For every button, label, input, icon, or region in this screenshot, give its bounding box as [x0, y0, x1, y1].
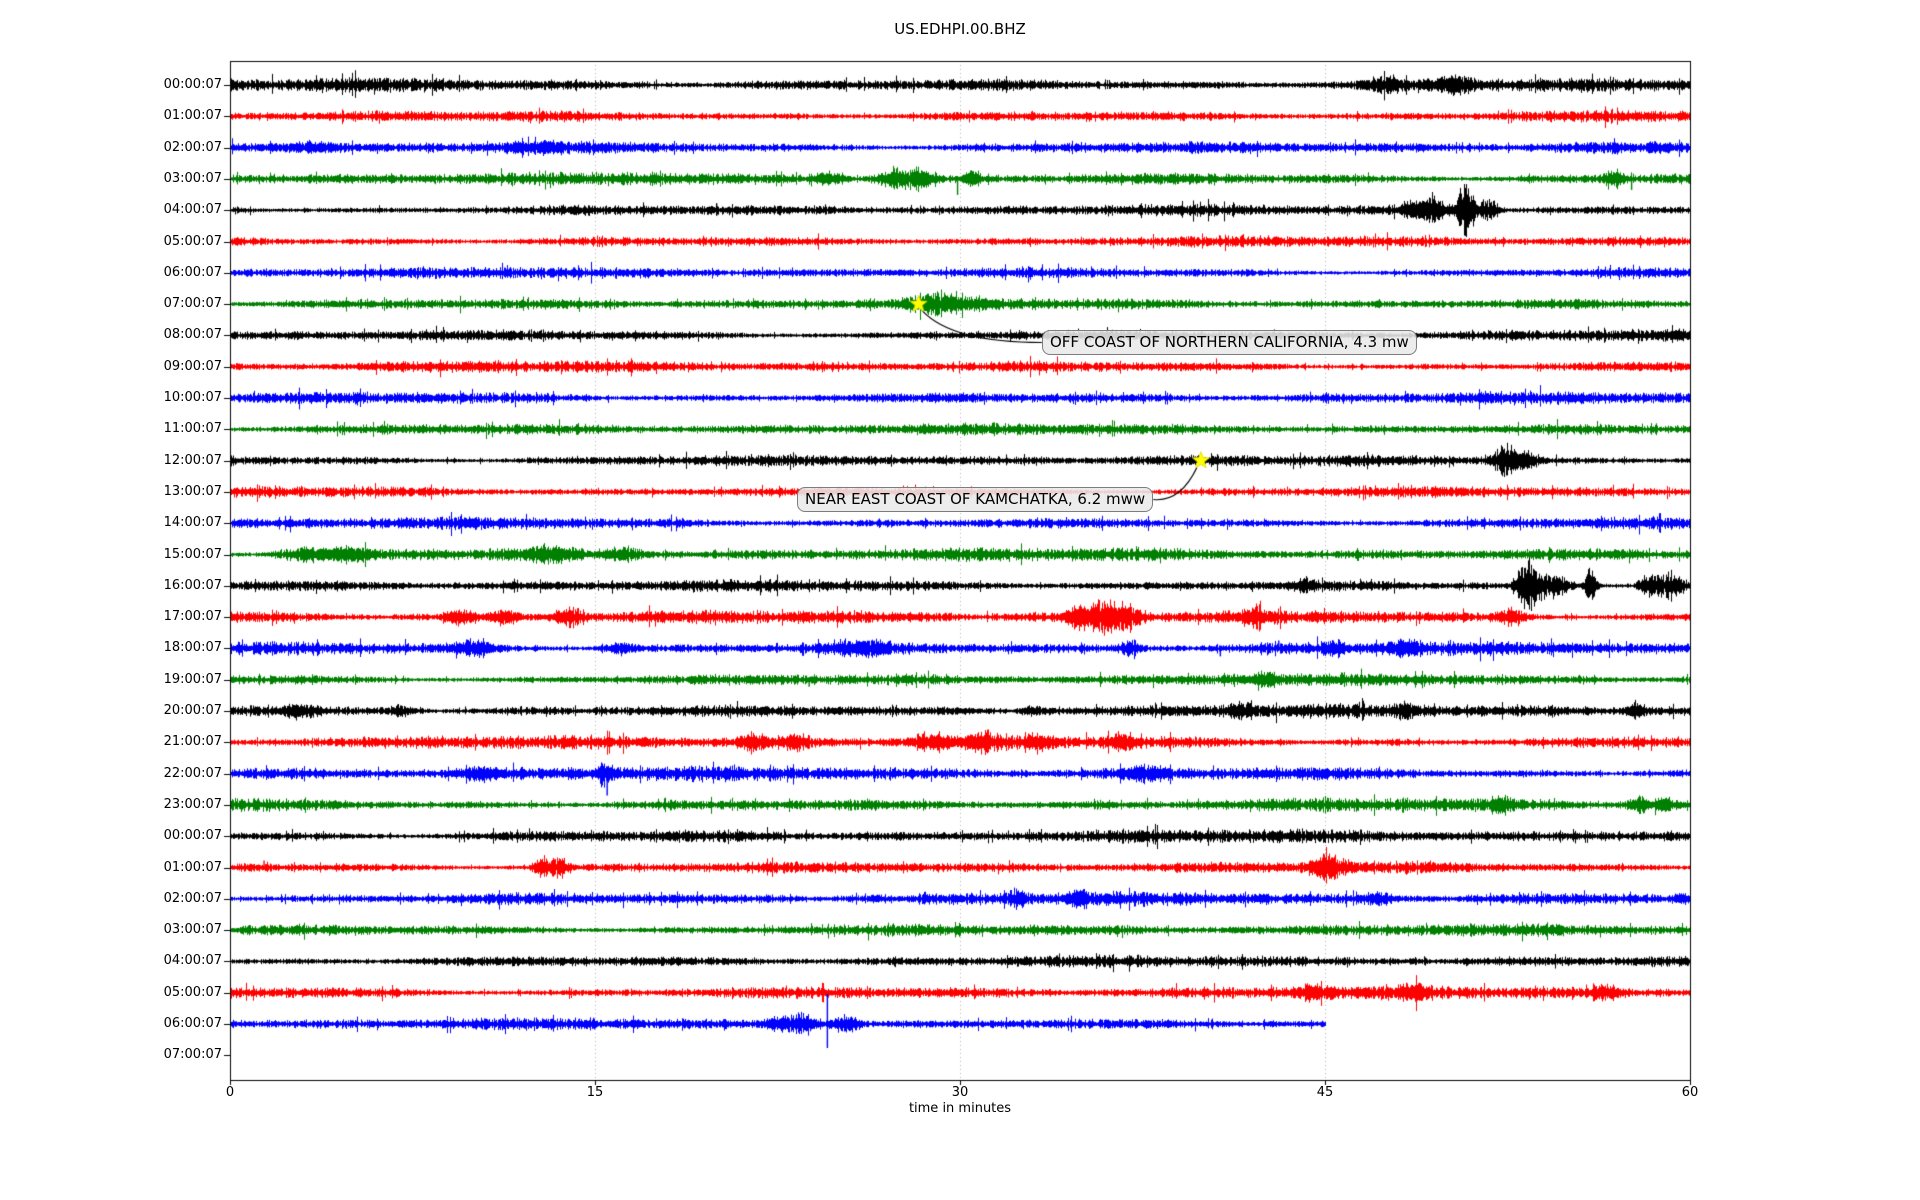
- y-axis-label: 08:00:07: [163, 327, 222, 343]
- y-axis-label: 06:00:07: [163, 264, 222, 280]
- y-axis-label: 09:00:07: [163, 358, 222, 374]
- y-axis-label: 16:00:07: [163, 577, 222, 593]
- chart-title: US.EDHPI.00.BHZ: [894, 20, 1026, 38]
- y-axis-label: 19:00:07: [163, 671, 222, 687]
- annotation-text-2: NEAR EAST COAST OF KAMCHATKA, 6.2 mww: [805, 490, 1146, 508]
- x-tick-label: 60: [1681, 1085, 1699, 1100]
- x-axis-title: time in minutes: [908, 1101, 1012, 1116]
- y-axis-label: 05:00:07: [163, 233, 222, 249]
- y-axis-label: 07:00:07: [163, 296, 222, 312]
- y-axis-label: 06:00:07: [163, 1016, 222, 1031]
- y-axis-label: 20:00:07: [163, 703, 222, 718]
- y-axis-label: 02:00:07: [163, 890, 222, 906]
- y-axis-label: 14:00:07: [163, 515, 222, 531]
- annotation-text-1: OFF COAST OF NORTHERN CALIFORNIA, 4.3 mw: [1050, 333, 1409, 351]
- y-axis-label: 13:00:07: [163, 483, 222, 499]
- y-axis-label: 22:00:07: [163, 765, 222, 781]
- y-axis-label: 23:00:07: [163, 796, 222, 812]
- x-tick-label: 15: [586, 1085, 604, 1100]
- x-tick-label: 45: [1316, 1085, 1334, 1100]
- y-axis-label: 10:00:07: [163, 390, 222, 405]
- y-axis-label: 00:00:07: [163, 828, 222, 844]
- x-tick-label: 30: [951, 1085, 969, 1100]
- y-axis-label: 05:00:07: [163, 984, 222, 1000]
- y-axis-label: 17:00:07: [163, 609, 222, 625]
- y-axis-label: 01:00:07: [163, 108, 222, 124]
- y-axis-label: 03:00:07: [163, 170, 222, 186]
- y-axis-label: 02:00:07: [163, 139, 222, 155]
- y-axis-label: 00:00:07: [163, 77, 222, 92]
- y-axis-label: 15:00:07: [163, 546, 222, 562]
- y-axis-label: 11:00:07: [163, 421, 222, 437]
- x-tick-label: 0: [225, 1085, 235, 1100]
- annotation-box-1: OFF COAST OF NORTHERN CALIFORNIA, 4.3 mw: [1042, 330, 1417, 355]
- y-axis-label: 07:00:07: [163, 1047, 222, 1063]
- y-axis-label: 18:00:07: [163, 640, 222, 656]
- y-axis-label: 04:00:07: [163, 953, 222, 969]
- y-axis-label: 03:00:07: [163, 922, 222, 938]
- y-axis-label: 01:00:07: [163, 859, 222, 875]
- y-axis-label: 12:00:07: [163, 452, 222, 468]
- y-axis-label: 21:00:07: [163, 734, 222, 750]
- annotation-box-2: NEAR EAST COAST OF KAMCHATKA, 6.2 mww: [797, 487, 1154, 512]
- y-axis-label: 04:00:07: [163, 202, 222, 218]
